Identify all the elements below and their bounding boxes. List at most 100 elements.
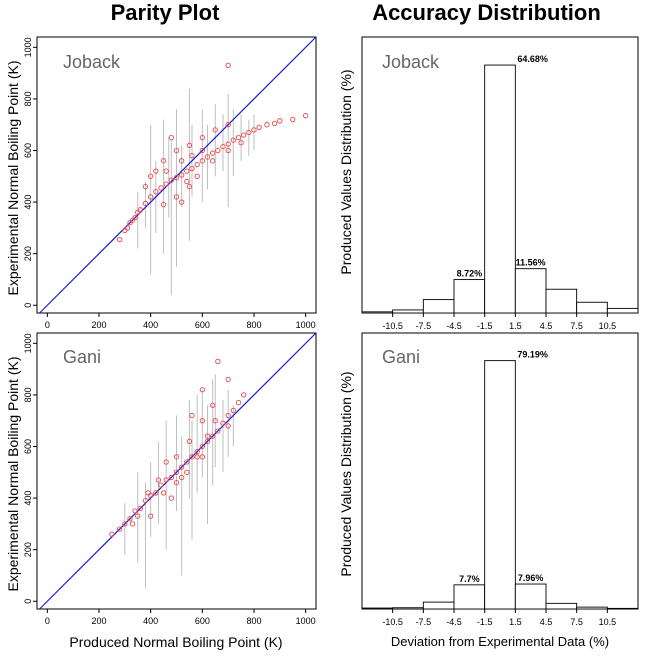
chart-2-point	[235, 399, 242, 406]
chart-2-point	[179, 464, 185, 470]
chart-1-point	[163, 168, 169, 174]
chart-2-point	[212, 418, 218, 424]
chart-2-point	[225, 412, 231, 419]
chart-4-bar	[361, 607, 394, 610]
chart-1-ytick-label: 800	[23, 91, 33, 106]
chart-1-xtick-label: 400	[143, 320, 158, 330]
chart-2-xtick-label: 800	[246, 616, 261, 626]
chart-3-xtick-label: -1.5	[477, 321, 493, 331]
chart-1-point	[277, 118, 283, 124]
chart-2-parity-line	[39, 332, 317, 610]
chart-2-point	[173, 469, 180, 475]
chart-2-point	[168, 474, 174, 481]
chart-1-point	[158, 185, 164, 191]
chart-1-point	[256, 124, 262, 130]
chart-2-point	[163, 477, 169, 483]
chart-2-point	[204, 438, 211, 444]
chart-1-point	[272, 120, 278, 127]
chart-3-bar	[361, 311, 394, 314]
chart-1-point	[189, 153, 195, 159]
chart-1-xtick-label: 0	[45, 320, 50, 330]
chart-4-bar-label: 7.7%	[459, 574, 480, 584]
chart-1-point	[173, 147, 180, 154]
chart-1-point	[225, 122, 231, 128]
chart-2-point	[173, 479, 180, 486]
chart-1-point	[225, 62, 231, 69]
chart-3-xtick-label: 7.5	[570, 321, 583, 331]
chart-1-point	[153, 168, 159, 174]
chart-2-point	[210, 402, 216, 408]
chart-3-bar-label: 64.68%	[517, 54, 548, 64]
chart-1-point	[220, 143, 226, 150]
chart-1-point	[153, 189, 159, 195]
chart-1-xtick-label: 800	[246, 320, 261, 330]
chart-2-point	[109, 531, 115, 537]
chart-3-bar	[545, 288, 578, 314]
chart-3-bar	[484, 64, 516, 314]
chart-1-point	[225, 147, 231, 154]
accuracy-distribution-title: Accuracy Distribution	[372, 0, 601, 25]
parity-plot-title: Parity Plot	[110, 0, 220, 25]
chart-2-ytick-label: 0	[23, 599, 33, 604]
chart-2-point	[199, 454, 205, 460]
chart-2-point	[117, 526, 123, 532]
chart-1-point	[212, 127, 218, 133]
chart-2-point	[186, 438, 193, 444]
chart-4-bar	[545, 602, 578, 610]
chart-1-point	[173, 174, 180, 181]
chart-4-xtick-label: 1.5	[509, 617, 522, 627]
chart-1-ytick-label: 1000	[23, 37, 33, 57]
chart-4-bar	[422, 601, 455, 610]
chart-2-frame	[36, 332, 317, 610]
chart-1-point	[148, 194, 154, 200]
chart-2-xtick-label: 1000	[296, 616, 316, 626]
chart-4-bar	[392, 607, 424, 610]
chart-1-point	[179, 172, 185, 178]
chart-2-point	[225, 423, 231, 429]
chart-2-xtick-label: 0	[45, 616, 50, 626]
chart-2-xtick-label: 200	[91, 616, 106, 626]
chart-2-point	[168, 495, 174, 501]
chart-3-xtick-label: 10.5	[599, 321, 617, 331]
chart-1-point	[235, 134, 242, 141]
chart-3-bar	[514, 268, 547, 314]
chart-4-bar	[576, 606, 608, 610]
chart-2-ytick-label: 400	[23, 491, 33, 506]
chart-2-xtick-label: 400	[143, 616, 158, 626]
chart-1-parity-line	[39, 36, 317, 314]
chart-4-bar	[514, 583, 547, 610]
chart-2-point	[189, 412, 195, 419]
chart-1-xtick-label: 1000	[296, 320, 316, 330]
chart-2-point	[132, 508, 138, 514]
chart-1-point	[199, 134, 205, 141]
chart-2-point	[199, 387, 205, 393]
chart-1-frame	[36, 36, 317, 314]
chart-2-ytick-label: 800	[23, 387, 33, 402]
chart-1-point	[129, 217, 136, 223]
chart-2-point	[173, 454, 180, 460]
chart-4-bar	[484, 360, 516, 610]
chart-3-bar	[453, 279, 486, 314]
chart-1-point	[199, 158, 205, 164]
chart-2-point	[135, 513, 141, 519]
chart-1-point	[179, 158, 185, 164]
chart-4-xtick-label: -10.5	[382, 617, 403, 627]
chart-2-point	[194, 454, 200, 460]
chart-1-point	[160, 158, 167, 164]
chart-1-point	[290, 116, 296, 123]
parity-xlabel: Produced Normal Boiling Point (K)	[69, 634, 283, 650]
chart-1-point	[215, 147, 221, 154]
chart-3-bar	[422, 299, 455, 314]
chart-2-point	[137, 505, 143, 512]
chart-3-xtick-label: 1.5	[509, 321, 522, 331]
chart-1-point	[246, 129, 252, 136]
chart-1-xtick-label: 600	[195, 320, 210, 330]
chart-1-point	[168, 177, 174, 183]
chart-2-point	[230, 407, 236, 414]
chart-2-point	[129, 521, 136, 527]
chart-1-point	[122, 227, 128, 234]
chart-2-point	[215, 428, 221, 434]
chart-2-point	[158, 482, 164, 488]
chart-2-point	[210, 433, 216, 439]
chart-3-bar-label: 11.56%	[516, 258, 546, 268]
